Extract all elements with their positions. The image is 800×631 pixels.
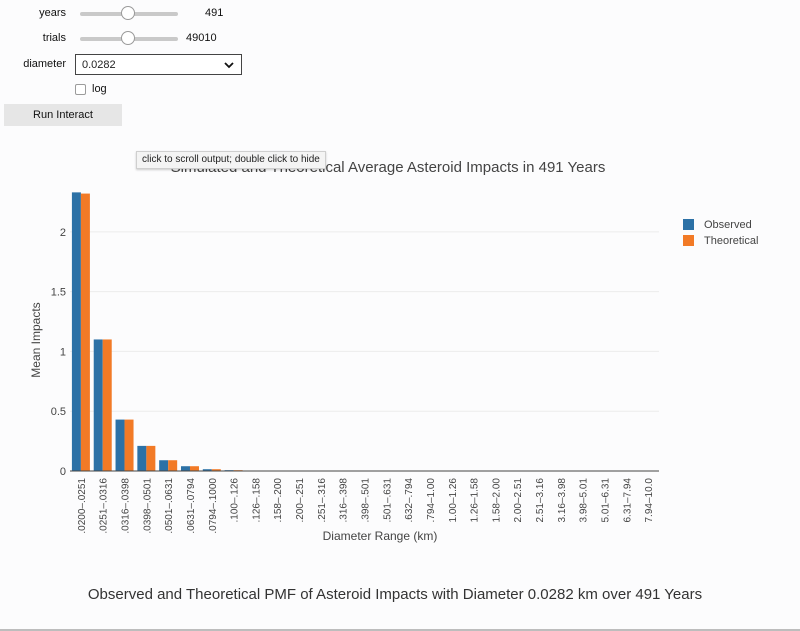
bar-observed[interactable] — [224, 470, 234, 471]
x-tick-label: .0200–.0251 — [77, 478, 88, 534]
x-tick-label: 1.58–2.00 — [491, 478, 502, 523]
x-tick-label: 2.51–3.16 — [535, 478, 546, 523]
bar-theoretical[interactable] — [124, 419, 134, 471]
x-tick-label: .398–.501 — [361, 478, 372, 523]
plot-caption: Observed and Theoretical PMF of Asteroid… — [87, 586, 703, 603]
diameter-selected-value: 0.0282 — [82, 58, 116, 71]
x-tick-label: .501–.631 — [382, 478, 393, 523]
x-tick-label: 1.26–1.58 — [470, 478, 481, 523]
x-tick-label: .158–.200 — [273, 478, 284, 523]
x-tick-label: .632–.794 — [404, 478, 415, 523]
bar-observed[interactable] — [202, 469, 212, 471]
x-tick-label: 2.00–2.51 — [513, 478, 524, 523]
years-slider-thumb[interactable] — [121, 6, 136, 20]
y-tick-label: 0 — [60, 466, 66, 478]
x-tick-label: .316–.398 — [339, 478, 350, 523]
x-tick-label: .0251–.0316 — [99, 478, 110, 534]
x-tick-label: .0501–.0631 — [164, 478, 175, 534]
x-tick-label: .200–.251 — [295, 478, 306, 523]
x-axis-label: Diameter Range (km) — [323, 529, 438, 543]
x-tick-label: .0398–.0501 — [142, 478, 153, 534]
trials-slider-thumb[interactable] — [121, 31, 136, 45]
output-tooltip: click to scroll output; double click to … — [136, 151, 326, 169]
x-tick-label: 3.16–3.98 — [557, 478, 568, 523]
x-tick-label: .0631–.0794 — [186, 478, 197, 534]
y-tick-label: 0.5 — [51, 406, 66, 418]
bar-theoretical[interactable] — [211, 469, 221, 471]
x-tick-label: .0316–.0398 — [121, 478, 132, 534]
bar-theoretical[interactable] — [233, 470, 243, 471]
bar-theoretical[interactable] — [80, 193, 90, 472]
x-tick-label: 6.31–7.94 — [622, 478, 633, 523]
run-interact-button[interactable]: Run Interact — [4, 104, 122, 126]
legend-swatch-observed — [683, 219, 694, 230]
bar-observed[interactable] — [93, 339, 103, 471]
bar-observed[interactable] — [137, 445, 147, 471]
y-tick-label: 1.5 — [51, 287, 66, 299]
x-tick-label: .0794–.1000 — [208, 478, 219, 534]
bar-theoretical[interactable] — [189, 466, 199, 471]
x-tick-label: .794–1.00 — [426, 478, 437, 523]
bar-theoretical[interactable] — [102, 339, 112, 471]
bar-theoretical[interactable] — [146, 445, 156, 471]
years-value: 491 — [205, 7, 224, 19]
trials-label: trials — [42, 32, 66, 44]
x-tick-label: 5.01–6.31 — [600, 478, 611, 523]
legend-label-observed: Observed — [704, 219, 752, 231]
x-tick-label: 1.00–1.26 — [448, 478, 459, 523]
legend-label-theoretical: Theoretical — [704, 235, 758, 247]
bar-theoretical[interactable] — [168, 460, 178, 471]
legend-swatch-theoretical — [683, 235, 694, 246]
chevron-down-icon — [224, 62, 234, 69]
log-label: log — [92, 83, 107, 95]
bar-observed[interactable] — [159, 460, 169, 471]
trials-value: 49010 — [186, 32, 217, 44]
log-checkbox[interactable] — [75, 84, 86, 95]
diameter-select[interactable]: 0.0282 — [75, 54, 242, 75]
legend: Observed Theoretical — [683, 219, 758, 247]
bottom-divider — [0, 629, 800, 631]
bar-observed[interactable] — [180, 466, 190, 471]
x-tick-label: .251–.316 — [317, 478, 328, 523]
bar-observed[interactable] — [115, 419, 125, 471]
y-tick-label: 1 — [60, 346, 66, 358]
x-tick-label: .126–.158 — [251, 478, 262, 523]
x-tick-label: 7.94–10.0 — [644, 478, 655, 523]
bar-observed[interactable] — [71, 192, 81, 471]
years-slider[interactable] — [80, 6, 178, 20]
trials-slider[interactable] — [80, 31, 178, 45]
x-tick-label: .100–.126 — [230, 478, 241, 523]
diameter-label: diameter — [23, 58, 66, 70]
y-tick-label: 2 — [60, 227, 66, 239]
y-axis-label: Mean Impacts — [29, 302, 43, 377]
years-label: years — [39, 7, 66, 19]
x-tick-label: 3.98–5.01 — [579, 478, 590, 523]
